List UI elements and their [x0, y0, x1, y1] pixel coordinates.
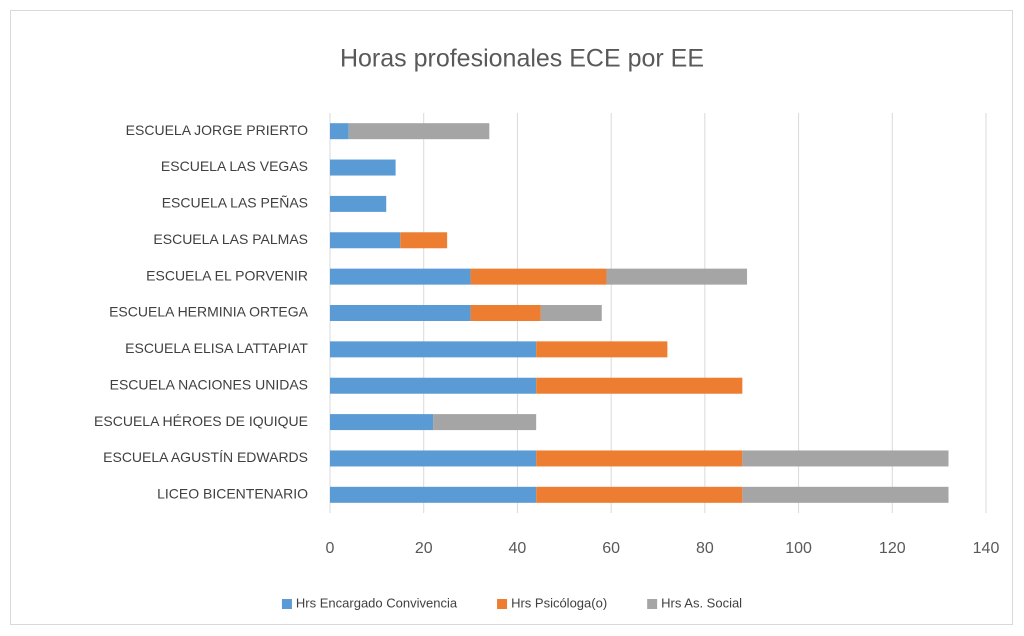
legend-swatch: [497, 599, 508, 609]
bar-segment: [536, 341, 668, 358]
chart-title: Horas profesionales ECE por EE: [340, 45, 704, 73]
x-tick-label: 80: [696, 540, 714, 557]
y-tick-label: ESCUELA LAS PALMAS: [153, 231, 308, 247]
bar-segment: [433, 414, 537, 431]
bar-segment: [330, 341, 537, 358]
bar-segment: [330, 123, 349, 140]
y-tick-label: ESCUELA LAS VEGAS: [161, 158, 308, 174]
legend-label: Hrs As. Social: [661, 595, 742, 610]
bar-segment: [606, 268, 748, 285]
bar-segment: [536, 486, 743, 503]
y-tick-label: ESCUELA HÉROES DE IQUIQUE: [94, 413, 308, 429]
bar-segment: [536, 377, 743, 394]
y-tick-label: ESCUELA HERMINIA ORTEGA: [109, 304, 309, 320]
bar-segment: [330, 486, 537, 503]
legend-swatch: [647, 599, 658, 609]
bar-segment: [330, 232, 401, 249]
x-tick-label: 120: [879, 540, 906, 557]
bar-segment: [400, 232, 448, 249]
bar-segment: [348, 123, 490, 140]
bar-segment: [470, 268, 607, 285]
x-tick-label: 100: [785, 540, 812, 557]
bar-segment: [330, 414, 434, 431]
x-tick-label: 60: [602, 540, 620, 557]
y-tick-label: ESCUELA ELISA LATTAPIAT: [125, 340, 308, 356]
x-tick-label: 40: [509, 540, 527, 557]
x-tick-label: 0: [326, 540, 335, 557]
bar-segment: [330, 377, 537, 394]
bar-segment: [742, 450, 949, 467]
bar-segment: [330, 268, 471, 285]
x-tick-label: 20: [415, 540, 433, 557]
y-tick-label: ESCUELA JORGE PRIERTO: [126, 122, 308, 138]
y-tick-label: ESCUELA LAS PEÑAS: [162, 195, 308, 211]
bar-segment: [742, 486, 949, 503]
bar-segment: [330, 195, 387, 212]
bar-segment: [540, 305, 602, 321]
bar-segment: [330, 159, 396, 176]
x-tick-label: 140: [973, 540, 1000, 557]
y-tick-label: ESCUELA NACIONES UNIDAS: [110, 376, 308, 392]
bar-segment: [536, 450, 743, 467]
bar-segment: [330, 450, 537, 467]
legend-label: Hrs Encargado Convivencia: [296, 595, 458, 610]
legend-swatch: [281, 599, 292, 609]
y-tick-label: ESCUELA AGUSTÍN EDWARDS: [103, 449, 308, 465]
y-tick-label: ESCUELA EL PORVENIR: [146, 267, 308, 283]
bar-segment: [330, 305, 471, 321]
bar-segment: [470, 305, 541, 321]
legend-label: Hrs Psicóloga(o): [511, 595, 607, 610]
y-tick-label: LICEO BICENTENARIO: [157, 486, 308, 502]
